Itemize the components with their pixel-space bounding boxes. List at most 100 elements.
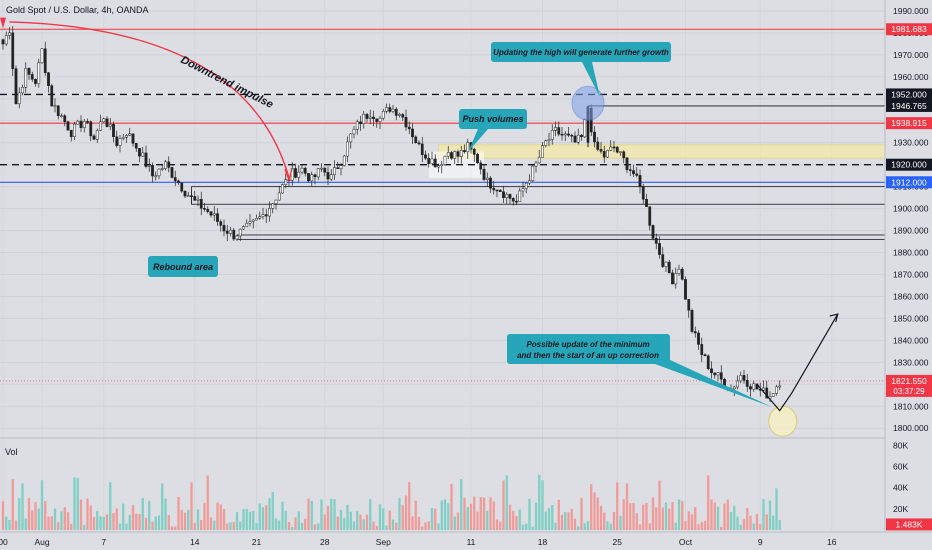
volume-bar bbox=[736, 516, 739, 530]
volume-bar bbox=[388, 510, 391, 530]
volume-bar bbox=[674, 522, 677, 530]
grid bbox=[0, 10, 885, 439]
volume-bar bbox=[651, 497, 655, 530]
candle-body bbox=[658, 243, 661, 255]
candle-body bbox=[323, 167, 327, 173]
candle-body bbox=[710, 368, 713, 374]
volume-bar bbox=[645, 503, 648, 530]
candle-body bbox=[687, 299, 691, 311]
candle-body bbox=[472, 148, 476, 155]
candle-body bbox=[466, 142, 470, 153]
volume-bar bbox=[44, 501, 47, 530]
volume-bar bbox=[167, 514, 170, 530]
volume-bar bbox=[635, 513, 638, 530]
volume-bar bbox=[642, 504, 645, 530]
volume-bar bbox=[66, 512, 70, 530]
candle-body bbox=[27, 68, 31, 75]
candle-body bbox=[40, 48, 44, 64]
volume-bar bbox=[47, 516, 50, 530]
candle-body bbox=[118, 138, 122, 146]
candle-body bbox=[420, 143, 424, 156]
volume-bar bbox=[209, 517, 213, 530]
candle-body bbox=[703, 354, 707, 357]
volume-bar bbox=[284, 510, 287, 530]
volume-bar bbox=[505, 475, 508, 530]
candle-body bbox=[765, 387, 769, 399]
candle-body bbox=[680, 268, 684, 280]
candle-body bbox=[550, 130, 554, 140]
volume-bar bbox=[434, 508, 437, 530]
price-tick-label: 1830.000 bbox=[893, 357, 929, 367]
candle-body bbox=[102, 118, 106, 123]
candle-body bbox=[544, 140, 548, 146]
volume-bar bbox=[482, 497, 486, 530]
candle-body bbox=[14, 68, 18, 105]
candle-body bbox=[690, 310, 694, 332]
volume-bar bbox=[294, 517, 297, 530]
time-axis-bg bbox=[0, 532, 932, 550]
volume-bar bbox=[570, 509, 573, 530]
price-badge bbox=[886, 88, 932, 101]
high-update-callout: Updating the high will generate further … bbox=[491, 42, 671, 97]
candle-body bbox=[274, 199, 278, 204]
volume-bar bbox=[437, 523, 440, 530]
candle-body bbox=[476, 154, 479, 164]
candle-body bbox=[456, 151, 460, 157]
candle-body bbox=[368, 116, 372, 119]
time-tick-label: 14 bbox=[190, 537, 200, 547]
candle-body bbox=[674, 273, 678, 285]
candle-body bbox=[1, 39, 5, 45]
candle-body bbox=[570, 134, 574, 137]
volume-bar bbox=[261, 507, 265, 530]
candle-body bbox=[355, 121, 359, 130]
volume-bar bbox=[346, 504, 349, 530]
volume-bar bbox=[27, 498, 31, 530]
volume-bar bbox=[473, 496, 476, 530]
time-tick-label: 11 bbox=[467, 537, 476, 547]
price-badge-label: 1952.000 bbox=[891, 89, 927, 99]
rebound-callout: Rebound area bbox=[148, 256, 218, 277]
volume-bar bbox=[424, 522, 427, 530]
candle-body bbox=[284, 179, 288, 185]
candle-body bbox=[385, 107, 388, 112]
candle-body bbox=[225, 230, 229, 234]
volume-bar bbox=[716, 506, 720, 530]
minimum-callout: Possible update of the minimum and then … bbox=[507, 334, 772, 407]
price-tick-label: 1880.000 bbox=[893, 248, 929, 258]
candle-body bbox=[190, 195, 193, 197]
volume-bar bbox=[232, 521, 235, 530]
volume-bar bbox=[476, 511, 479, 530]
candle-body bbox=[352, 129, 356, 135]
candle-body bbox=[716, 372, 720, 376]
volume-bar bbox=[713, 502, 716, 530]
candle-body bbox=[21, 87, 24, 94]
candle-body bbox=[248, 221, 252, 224]
minimum-callout-pointer bbox=[655, 359, 772, 407]
current-price-badge bbox=[886, 374, 932, 397]
candle-body bbox=[34, 79, 37, 84]
volume-bar bbox=[495, 519, 499, 530]
candle-body bbox=[134, 143, 138, 149]
volume-bar bbox=[590, 484, 593, 530]
candle-body bbox=[232, 229, 236, 240]
price-tick-label: 1800.000 bbox=[893, 423, 929, 433]
volume-bar bbox=[365, 514, 369, 530]
volume-bar bbox=[216, 502, 219, 530]
volume-bar bbox=[154, 516, 157, 530]
candle-body bbox=[424, 154, 427, 159]
candle-body bbox=[66, 121, 70, 131]
volume-bar bbox=[417, 516, 421, 530]
volume-bar bbox=[310, 500, 313, 530]
candle-body bbox=[11, 32, 15, 69]
volume-bar bbox=[772, 515, 775, 530]
volume-bar bbox=[307, 498, 310, 530]
volume-bar bbox=[14, 520, 18, 530]
candle-body bbox=[437, 165, 440, 168]
volume-tick-label: 60K bbox=[893, 461, 908, 471]
volume-bar bbox=[681, 500, 684, 530]
time-tick-label: Aug bbox=[34, 537, 49, 547]
candle-body bbox=[112, 123, 115, 137]
candle-body bbox=[537, 157, 541, 164]
